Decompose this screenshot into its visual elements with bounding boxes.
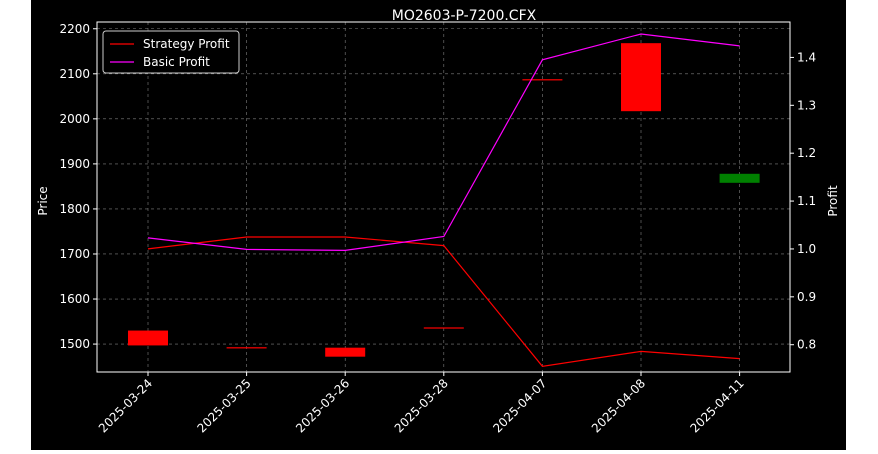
y-right-tick-label: 0.8: [797, 338, 816, 352]
y-right-tick-label: 1.2: [797, 146, 816, 160]
y-right-tick-label: 1.1: [797, 194, 816, 208]
candle-2025-03-25: [226, 347, 267, 349]
x-tick-label: 2025-03-28: [392, 376, 451, 435]
x-tick-label: 2025-03-25: [195, 376, 254, 435]
candle-2025-03-28: [423, 327, 464, 329]
legend-label-strategy: Strategy Profit: [143, 37, 230, 51]
candle-2025-04-11: [719, 173, 760, 183]
y-left-tick-label: 1900: [59, 157, 90, 171]
y-right-tick-label: 1.4: [797, 50, 816, 64]
series-line-1: [147, 33, 740, 252]
y-left-tick-label: 1500: [59, 337, 90, 351]
candle-2025-04-08: [621, 43, 661, 112]
legend: Strategy Profit Basic Profit: [102, 30, 240, 74]
candle-2025-04-07: [522, 79, 563, 81]
y-left-tick-label: 1700: [59, 247, 90, 261]
y-left-tick-label: 2200: [59, 22, 90, 36]
x-tick-label: 2025-04-11: [688, 376, 747, 435]
chart-svg: MO2603-P-7200.CFX 1500 1600 1700 1800 1900 20…: [36, 8, 840, 436]
chart-title: MO2603-P-7200.CFX: [392, 8, 537, 24]
y-left-tick-label: 1600: [59, 292, 90, 306]
candle-2025-03-26: [325, 347, 366, 357]
y-left-tick-label: 2000: [59, 112, 90, 126]
y-right-tick-label: 1.0: [797, 242, 816, 256]
candle-2025-03-24: [128, 330, 168, 346]
x-tick-label: 2025-03-26: [293, 376, 352, 435]
y-right-tick-label: 0.9: [797, 290, 816, 304]
grid-lines: [97, 22, 790, 372]
y-axis-label-right: Profit: [826, 185, 840, 217]
legend-box: [102, 30, 240, 74]
y-left-tick-label: 2100: [59, 67, 90, 81]
legend-label-basic: Basic Profit: [143, 55, 210, 69]
x-tick-label: 2025-03-24: [96, 376, 155, 435]
x-tick-label: 2025-04-08: [589, 376, 648, 435]
candles: [128, 43, 760, 357]
y-right-tick-label: 1.3: [797, 98, 816, 112]
y-axis-label-left: Price: [36, 186, 50, 215]
y-left-tick-label: 1800: [59, 202, 90, 216]
profit-lines: [147, 33, 740, 367]
axes: 1500 1600 1700 1800 1900 2000 2100 2200 0.8 0.9 1.…: [59, 22, 816, 436]
series-line-0: [147, 236, 740, 367]
chart-figure: MO2603-P-7200.CFX 1500 1600 1700 1800 1900 20…: [31, 0, 846, 450]
x-tick-label: 2025-04-07: [490, 376, 549, 435]
